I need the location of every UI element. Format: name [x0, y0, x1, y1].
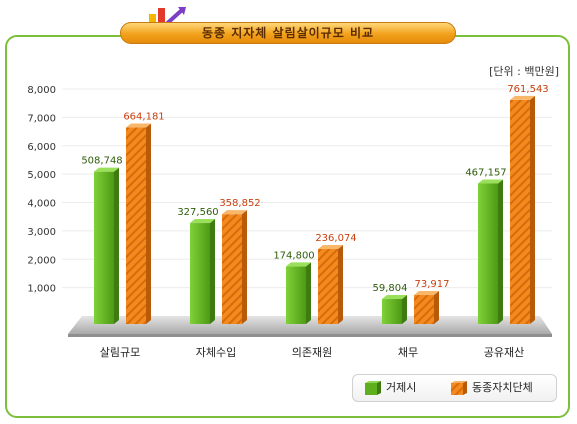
bar-side [402, 295, 407, 324]
unit-label: [단위 : 백만원] [489, 65, 559, 78]
y-tick-label: 8,000 [27, 85, 56, 96]
chart-floor-edge [68, 334, 552, 337]
bar-top [318, 245, 343, 250]
y-tick-label: 4,000 [27, 199, 56, 210]
y-tick-label: 1,000 [27, 284, 56, 295]
bar-top [94, 167, 119, 172]
bar-series2 [126, 127, 146, 325]
bar-top [510, 95, 535, 100]
bar-side [434, 291, 439, 324]
bar-top [382, 295, 407, 300]
bar-series2 [510, 99, 530, 324]
data-label: 327,560 [177, 207, 218, 218]
bar-side [242, 210, 247, 324]
x-category-label: 자체수입 [196, 346, 236, 359]
bar-side [146, 123, 151, 325]
bar-series2 [222, 214, 242, 324]
bar-side [338, 245, 343, 324]
data-label: 73,917 [415, 279, 450, 290]
legend-item-series1: 거제시 [365, 380, 416, 396]
y-tick-label: 2,000 [27, 255, 56, 266]
legend-swatch-series1 [365, 381, 381, 395]
bar-side [306, 262, 311, 324]
bar-top [126, 123, 151, 128]
chart-legend: 거제시 동종자치단체 [352, 374, 557, 402]
y-tick-label: 5,000 [27, 170, 56, 181]
legend-item-series2: 동종자치단체 [451, 380, 533, 396]
x-category-label: 채무 [398, 346, 418, 359]
bar-top [286, 262, 311, 267]
bar-series1 [94, 171, 114, 324]
x-category-label: 공유재산 [484, 346, 524, 359]
bar-side [498, 179, 503, 324]
bar-top [190, 219, 215, 224]
bar-series1 [190, 223, 210, 324]
legend-label-series1: 거제시 [386, 381, 417, 394]
y-tick-label: 7,000 [27, 113, 56, 124]
data-label: 174,800 [273, 250, 314, 261]
data-label: 467,157 [465, 167, 506, 178]
bar-top [478, 179, 503, 184]
data-label: 236,074 [315, 233, 356, 244]
y-tick-label: 3,000 [27, 227, 56, 238]
bar-series2 [414, 295, 434, 324]
legend-swatch-series2 [451, 381, 467, 395]
data-label: 508,748 [81, 156, 122, 167]
x-category-label: 의존재원 [292, 346, 332, 359]
bar-side [114, 167, 119, 324]
data-label: 761,543 [507, 84, 548, 95]
bar-top [222, 210, 247, 215]
bar-series1 [286, 266, 306, 324]
bar-side [210, 219, 215, 324]
bar-series2 [318, 249, 338, 324]
chart-title: 동종 지자체 살림살이규모 비교 [120, 22, 456, 44]
x-category-label: 살림규모 [100, 346, 140, 359]
bar-side [530, 95, 535, 324]
bar-series1 [382, 299, 402, 324]
legend-label-series2: 동종자치단체 [472, 381, 533, 394]
bar-top [414, 291, 439, 296]
data-label: 59,804 [373, 283, 408, 294]
y-tick-label: 6,000 [27, 142, 56, 153]
bar-series1 [478, 183, 498, 324]
data-label: 358,852 [219, 198, 260, 209]
data-label: 664,181 [123, 112, 164, 123]
